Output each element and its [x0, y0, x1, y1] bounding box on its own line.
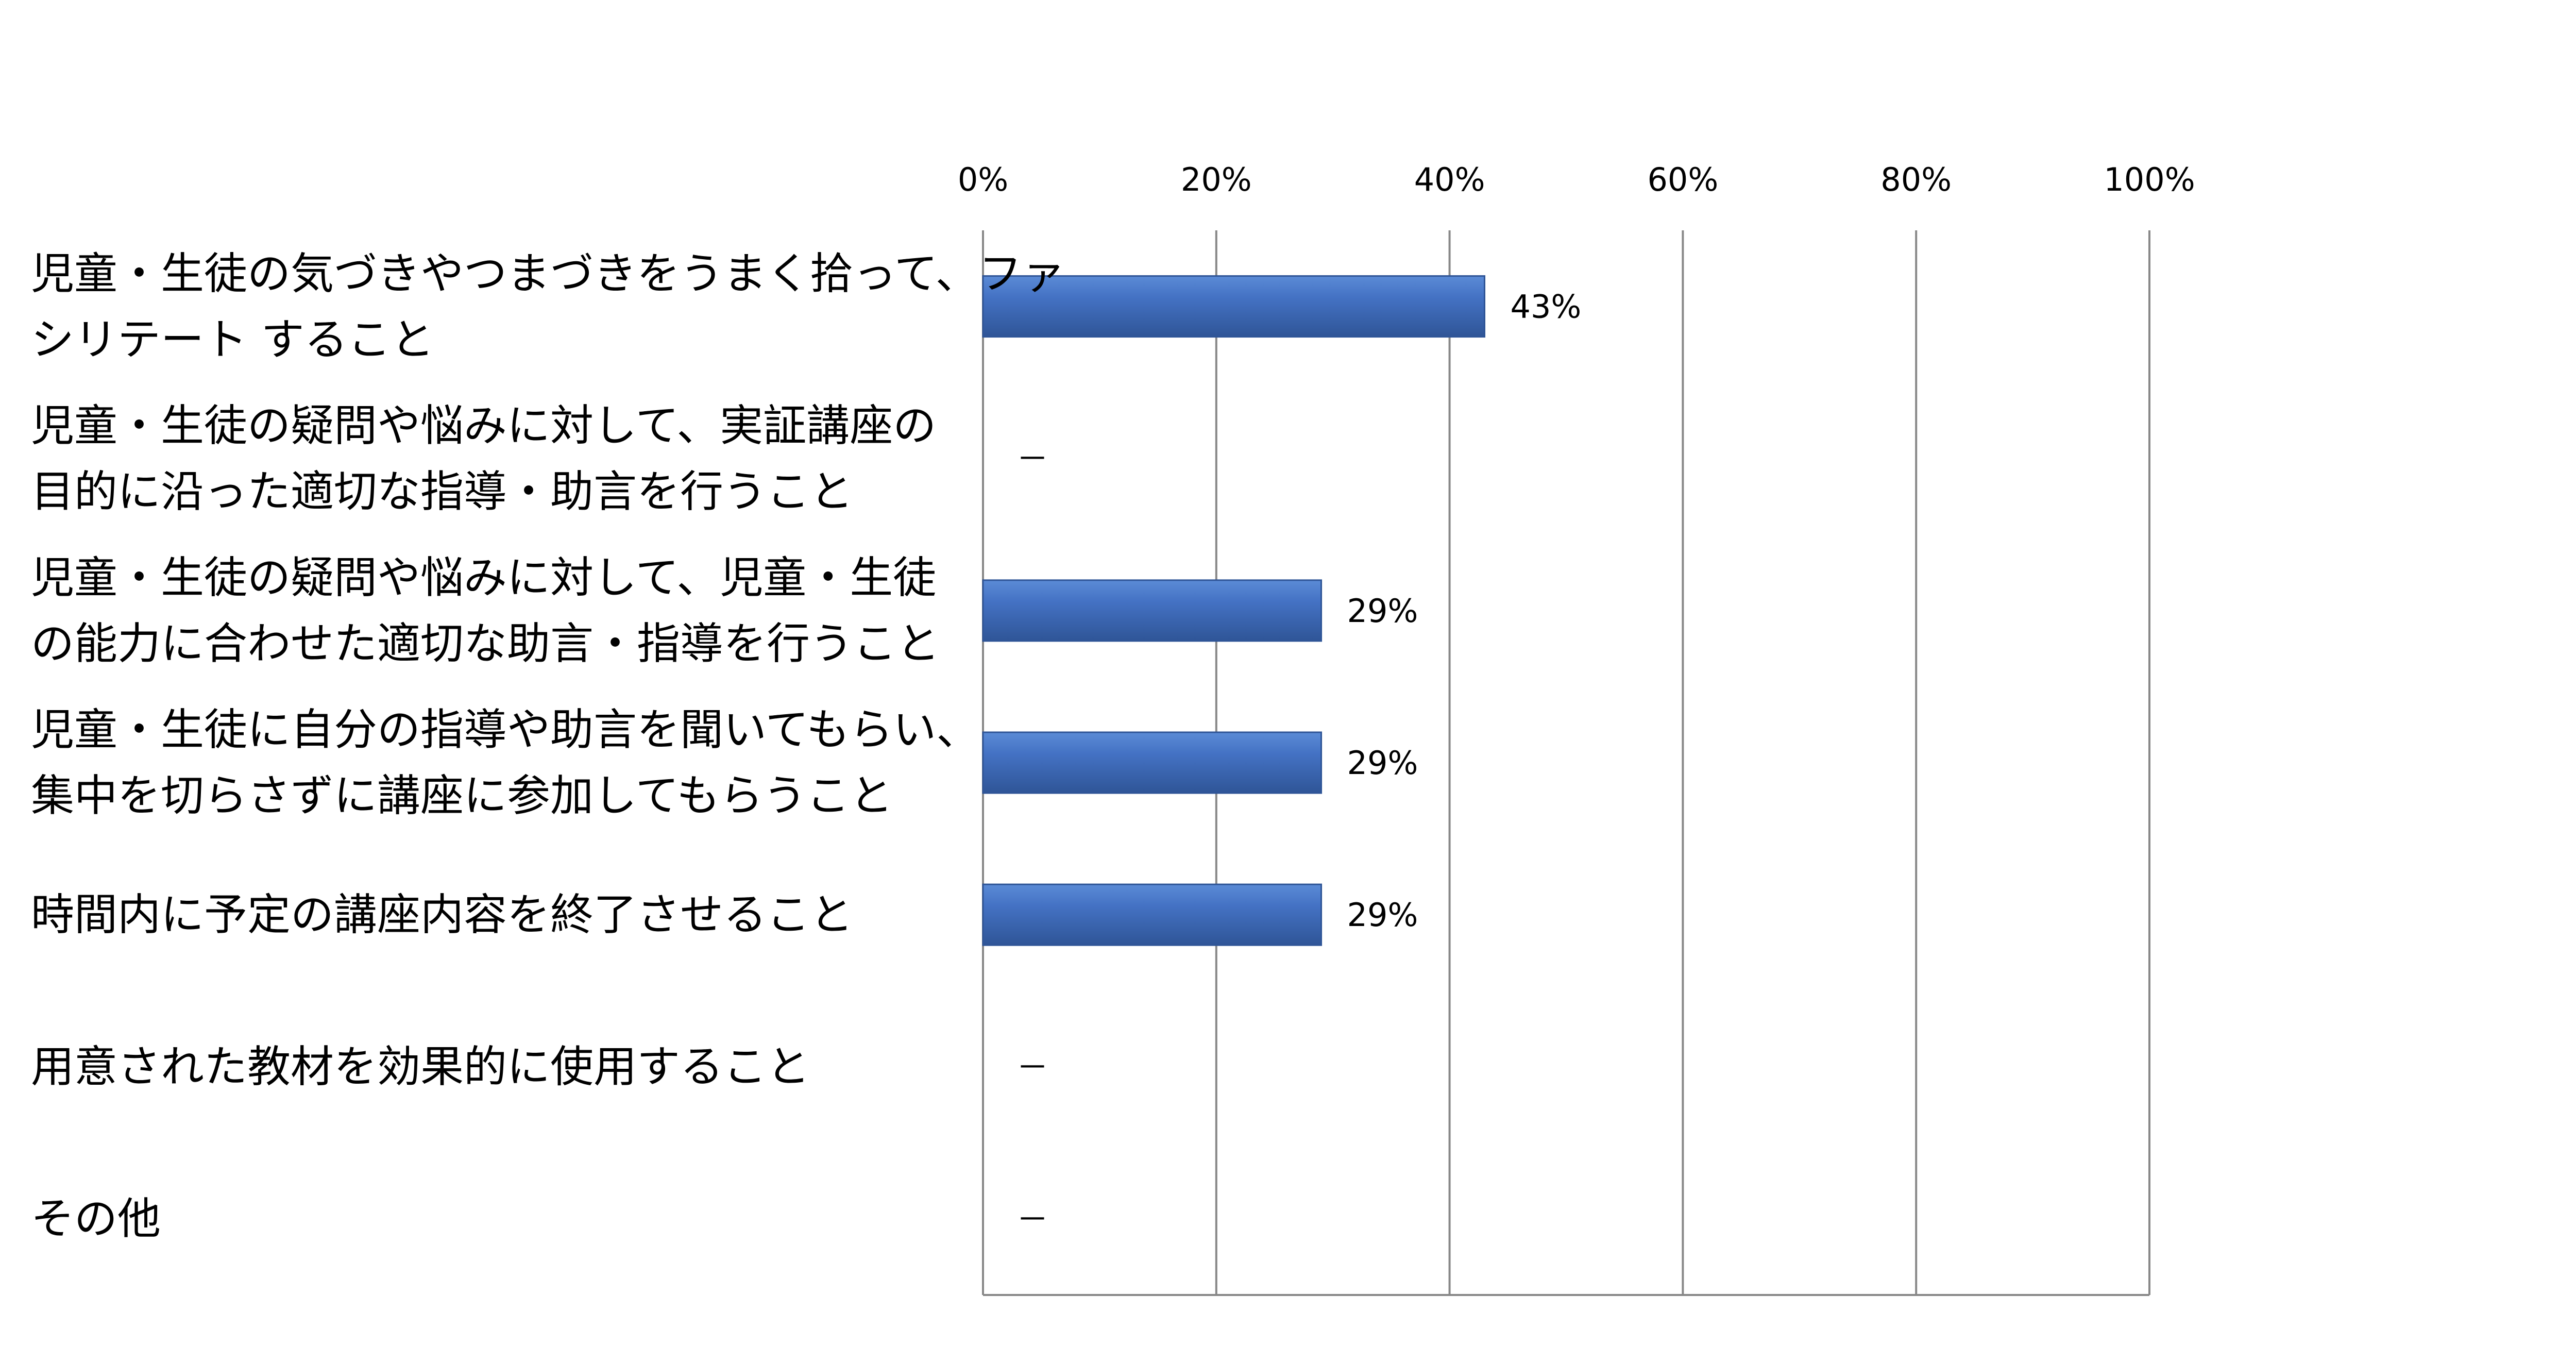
bars: [982, 275, 1486, 946]
x-tick-label: 20%: [1181, 161, 1252, 198]
data-label: 29%: [1347, 744, 1418, 782]
bar: [982, 883, 1323, 946]
bar: [982, 579, 1323, 642]
x-axis-tick-labels: 0% 20% 40% 60% 80% 100%: [958, 161, 2195, 198]
category-label: その他: [31, 1193, 161, 1244]
bar: [982, 731, 1323, 794]
category-label: 児童・生徒に自分の指導や助言を聞いてもらい、 集中を切らさずに講座に参加してもら…: [31, 704, 980, 821]
x-tick-label: 80%: [1880, 161, 1952, 198]
gridlines: [982, 230, 2150, 1296]
category-label: 用意された教材を効果的に使用すること: [31, 1041, 810, 1092]
x-tick-label: 60%: [1647, 161, 1718, 198]
category-label: 児童・生徒の気づきやつまづきをうまく拾って、ファ シリテート すること: [31, 248, 1065, 365]
data-label: －: [1016, 1048, 1048, 1086]
data-labels: 43% － 29% 29% 29% － －: [1016, 288, 1581, 1238]
data-label: 43%: [1511, 288, 1582, 326]
data-label: 29%: [1347, 896, 1418, 934]
x-tick-label: 40%: [1414, 161, 1485, 198]
x-tick-label: 0%: [958, 161, 1008, 198]
category-label: 児童・生徒の疑問や悩みに対して、実証講座の 目的に沿った適切な指導・助言を行うこ…: [31, 400, 937, 517]
x-tick-label: 100%: [2104, 161, 2195, 198]
data-label: －: [1016, 1200, 1048, 1238]
data-label: －: [1016, 440, 1048, 478]
category-label: 児童・生徒の疑問や悩みに対して、児童・生徒 の能力に合わせた適切な助言・指導を行…: [31, 552, 940, 669]
bar: [982, 275, 1486, 338]
data-label: 29%: [1347, 592, 1418, 630]
category-label: 時間内に予定の講座内容を終了させること: [31, 889, 854, 940]
